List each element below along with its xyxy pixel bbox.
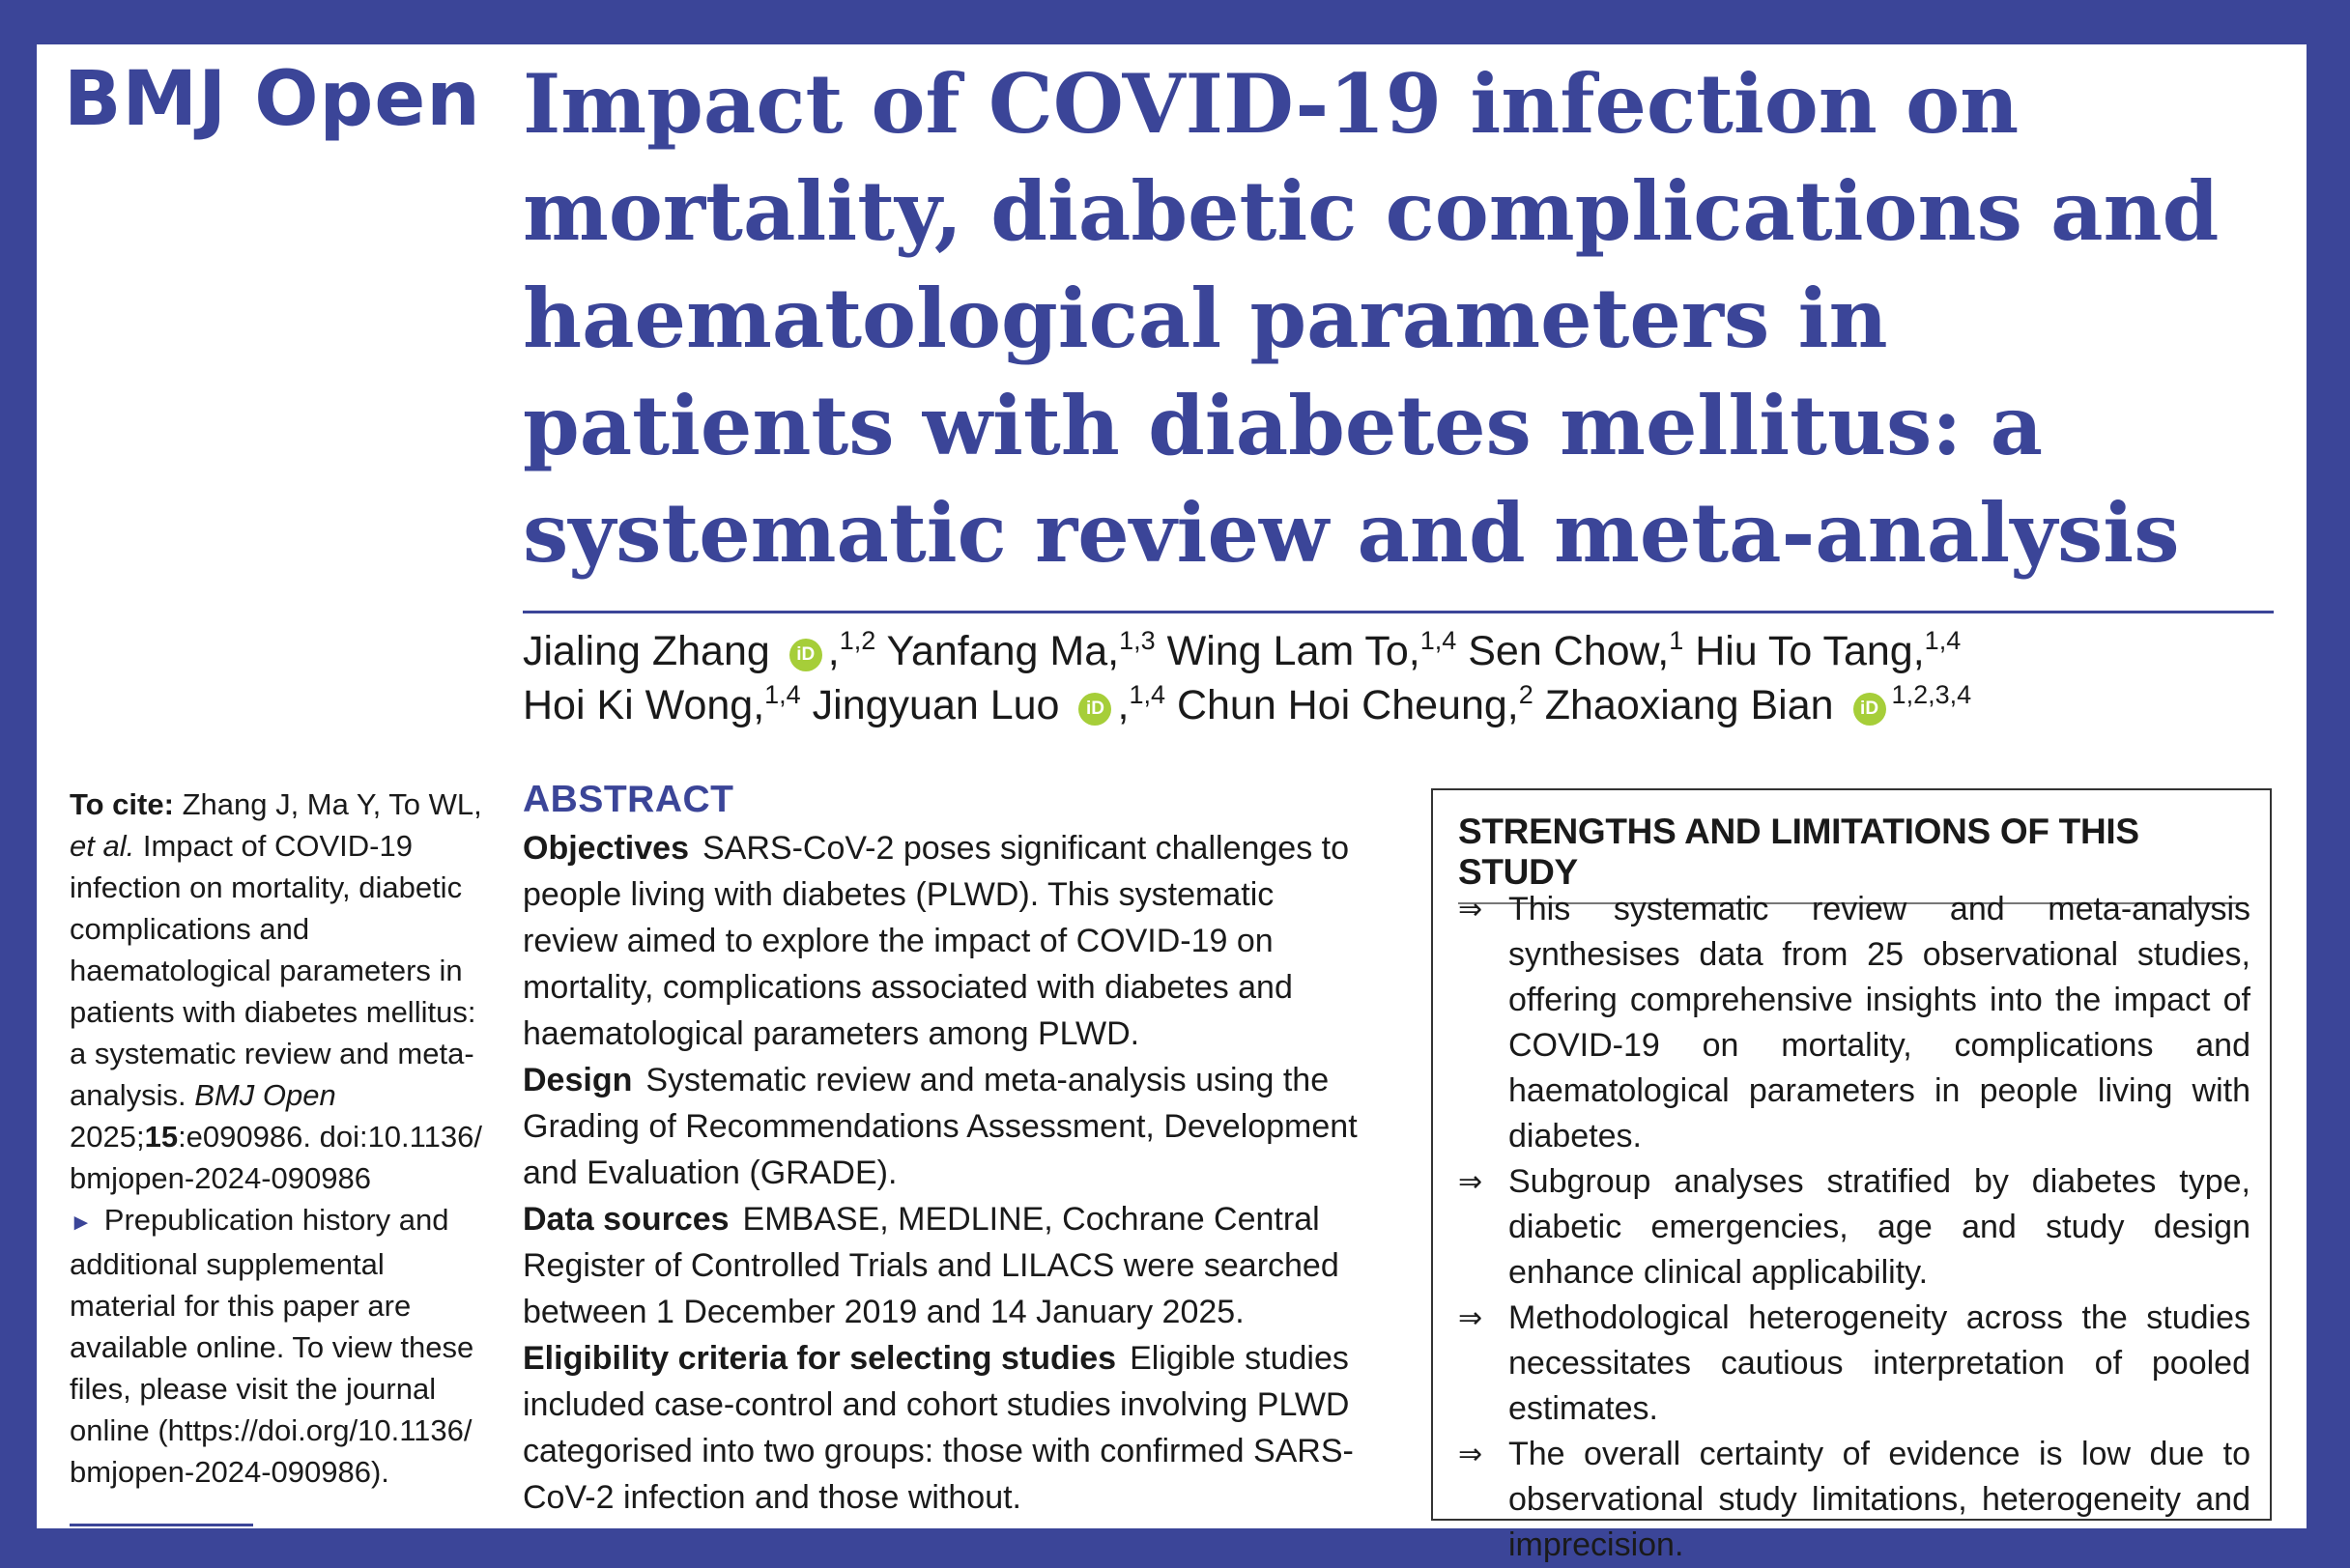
author-name[interactable]: Sen Chow — [1468, 628, 1658, 674]
double-arrow-icon: ⇒ — [1458, 893, 1483, 927]
strengths-item-text: Methodological heterogeneity across the … — [1508, 1299, 2250, 1427]
author-name[interactable]: Zhaoxiang Bian — [1544, 682, 1834, 728]
author-name[interactable]: Hiu To Tang — [1695, 628, 1913, 674]
cite-authors: Zhang J, Ma Y, To WL, — [182, 787, 482, 821]
cite-journal: BMJ Open — [194, 1078, 336, 1112]
author-name[interactable]: Hoi Ki Wong — [523, 682, 754, 728]
cite-label: To cite: — [70, 787, 174, 821]
author-entry: Yanfang Ma,1,3 — [886, 626, 1156, 675]
author-separator: , — [1912, 628, 1925, 674]
author-affiliation: 1 — [1669, 626, 1684, 655]
left-column-rule — [70, 1524, 253, 1526]
cite-doi[interactable]: :e090986. doi:10.1136/ bmjopen-2024-0909… — [70, 1120, 482, 1195]
author-affiliation: 1,4 — [1129, 680, 1165, 709]
strengths-heading: STRENGTHS AND LIMITATIONS OF THIS STUDY — [1458, 812, 2247, 904]
abstract-section: Objectives SARS-CoV-2 poses significant c… — [523, 825, 1373, 1057]
abstract-heading: ABSTRACT — [523, 779, 734, 820]
strengths-list: ⇒ This systematic review and meta-analysi… — [1458, 887, 2250, 1568]
abstract-section: Design Systematic review and meta-analysi… — [523, 1057, 1373, 1196]
double-arrow-icon: ⇒ — [1458, 1438, 1483, 1471]
abstract-section-label: Objectives — [523, 830, 689, 867]
title-divider — [523, 611, 2274, 613]
double-arrow-icon: ⇒ — [1458, 1165, 1483, 1199]
author-affiliation: 2 — [1518, 680, 1533, 709]
abstract-section-label: Eligibility criteria for selecting studi… — [523, 1340, 1117, 1377]
orcid-icon[interactable]: iD — [788, 639, 822, 671]
author-separator: , — [1408, 628, 1420, 674]
author-entry: Hoi Ki Wong,1,4 — [523, 680, 801, 729]
strengths-item: ⇒ Subgroup analyses stratified by diabete… — [1458, 1159, 2250, 1296]
author-list: Jialing Zhang iD ,1,2 Yanfang Ma,1,3 Wing … — [523, 624, 2291, 732]
journal-logo: BMJ Open — [64, 56, 481, 143]
author-affiliation: 1,4 — [764, 680, 801, 709]
abstract-body: Objectives SARS-CoV-2 poses significant c… — [523, 825, 1373, 1521]
author-name[interactable]: Yanfang Ma — [886, 628, 1108, 674]
author-name[interactable]: Jialing Zhang — [523, 628, 770, 674]
author-affiliation: 1,3 — [1119, 626, 1156, 655]
orcid-icon[interactable]: iD — [1078, 693, 1112, 726]
double-arrow-icon: ⇒ — [1458, 1301, 1483, 1335]
author-name[interactable]: Wing Lam To — [1166, 628, 1409, 674]
cite-volume: 15 — [144, 1120, 179, 1154]
author-separator: , — [1657, 628, 1670, 674]
prepublication-text: Prepublication history and additional su… — [70, 1203, 474, 1489]
strengths-item-text: The overall certainty of evidence is low… — [1508, 1436, 2250, 1563]
author-entry: Chun Hoi Cheung,2 — [1176, 680, 1533, 729]
author-entry: Hiu To Tang,1,4 — [1695, 626, 1962, 675]
cite-etal: et al. — [70, 829, 135, 863]
abstract-section-label: Design — [523, 1062, 633, 1098]
abstract-section-text: Systematic review and meta-analysis usin… — [523, 1062, 1358, 1191]
strengths-limitations-box: STRENGTHS AND LIMITATIONS OF THIS STUDY … — [1431, 788, 2272, 1563]
article-page: BMJ Open Impact of COVID-19 infection on… — [37, 44, 2307, 1563]
strengths-item-text: This systematic review and meta-analysis… — [1508, 891, 2250, 1155]
cite-year: 2025; — [70, 1120, 145, 1154]
abstract-section-text: Eligible studies included case-control a… — [523, 1340, 1354, 1516]
author-name[interactable]: Chun Hoi Cheung — [1176, 682, 1507, 728]
abstract-section-text: SARS-CoV-2 poses significant challenges … — [523, 830, 1350, 1052]
author-name[interactable]: Jingyuan Luo — [812, 682, 1060, 728]
citation-block: To cite: Zhang J, Ma Y, To WL, et al. Im… — [70, 784, 495, 1199]
strengths-item-text: Subgroup analyses stratified by diabetes… — [1508, 1163, 2250, 1291]
author-separator: , — [753, 682, 765, 728]
author-separator: , — [1117, 682, 1130, 728]
strengths-item: ⇒ Methodological heterogeneity across the… — [1458, 1296, 2250, 1432]
author-separator: , — [827, 628, 840, 674]
triangle-bullet-icon: ► — [70, 1210, 93, 1236]
article-title: Impact of COVID-19 infection on mortalit… — [523, 56, 2220, 581]
orcid-icon[interactable]: iD — [1852, 693, 1886, 726]
strengths-item: ⇒ The overall certainty of evidence is lo… — [1458, 1432, 2250, 1568]
prepublication-note: ► Prepublication history and additional s… — [70, 1199, 495, 1493]
strengths-item: ⇒ This systematic review and meta-analysi… — [1458, 887, 2250, 1159]
author-affiliation: 1,2,3,4 — [1891, 680, 1972, 709]
cite-title: Impact of COVID-19 infection on mortalit… — [70, 829, 476, 1112]
author-entry: Wing Lam To,1,4 — [1166, 626, 1457, 675]
author-entry: Sen Chow,1 — [1468, 626, 1684, 675]
author-separator: , — [1107, 628, 1120, 674]
author-separator: , — [1506, 682, 1519, 728]
abstract-section-text: EMBASE, MEDLINE, Cochrane Central Regist… — [523, 1201, 1339, 1330]
author-entry: Jingyuan Luo iD ,1,4 — [812, 680, 1165, 729]
abstract-section: Data sources EMBASE, MEDLINE, Cochrane Ce… — [523, 1196, 1373, 1335]
author-affiliation: 1,2 — [839, 626, 876, 655]
author-affiliation: 1,4 — [1924, 626, 1962, 655]
abstract-section-label: Data sources — [523, 1201, 730, 1238]
author-entry: Jialing Zhang iD ,1,2 — [523, 626, 876, 675]
author-affiliation: 1,4 — [1419, 626, 1457, 655]
author-entry: Zhaoxiang Bian iD 1,2,3,4 — [1544, 680, 1972, 729]
abstract-section: Eligibility criteria for selecting studi… — [523, 1335, 1373, 1521]
